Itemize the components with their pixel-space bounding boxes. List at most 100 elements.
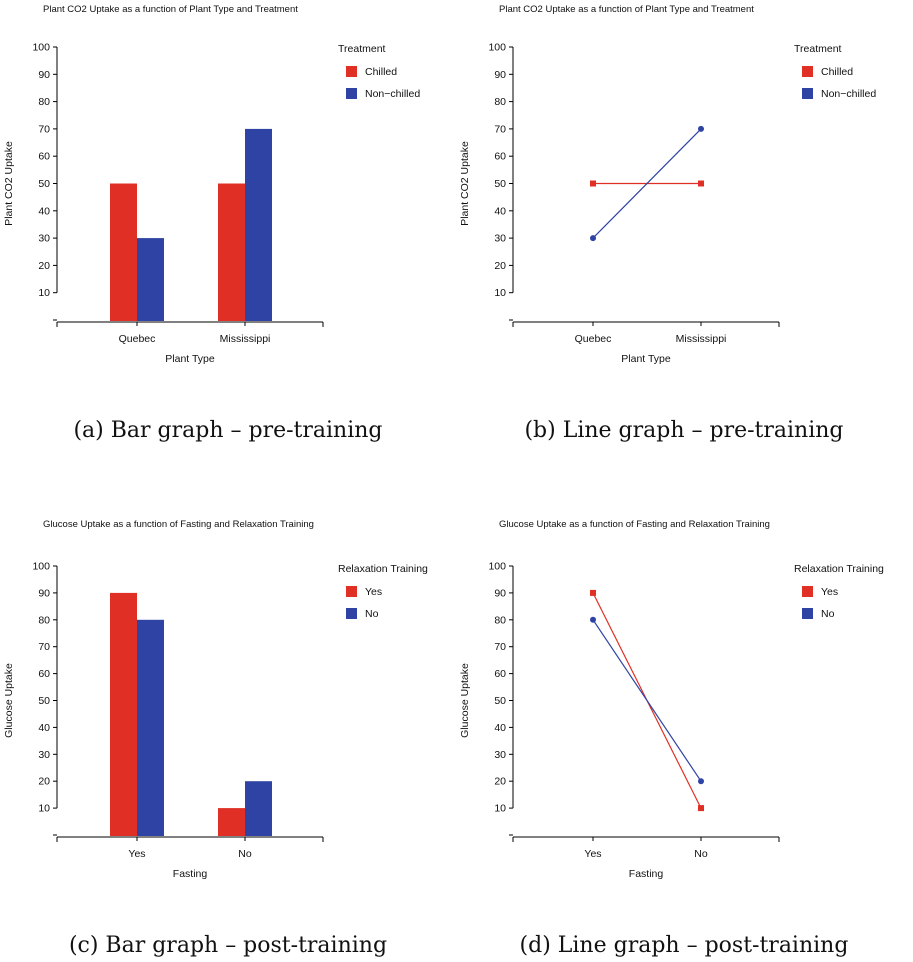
chart-c-y-tick-label: 100 xyxy=(32,561,50,573)
chart-a-svg: Plant CO2 Uptake as a function of Plant … xyxy=(3,4,420,365)
chart-b-point xyxy=(698,125,704,132)
chart-d-x-axis-label: Fasting xyxy=(629,868,664,880)
chart-c-x-tick-label: Yes xyxy=(128,848,145,860)
chart-c-y-tick-label: 50 xyxy=(38,695,50,707)
chart-c-x-tick-label: No xyxy=(238,848,252,860)
chart-c-svg: Glucose Uptake as a function of Fasting … xyxy=(3,519,428,880)
chart-b-y-tick-label: 10 xyxy=(494,287,506,299)
chart-a-x-tick-label: Quebec xyxy=(119,333,156,345)
chart-d-legend-swatch xyxy=(802,608,813,619)
chart-panel-c: Glucose Uptake as a function of Fasting … xyxy=(0,481,456,962)
chart-c-x-axis-label: Fasting xyxy=(173,868,208,880)
chart-d-y-tick-label: 20 xyxy=(494,776,506,788)
chart-b-y-tick-label: 40 xyxy=(494,205,506,217)
chart-a-legend-label: Non−chilled xyxy=(365,88,420,100)
chart-a-y-tick-label: 80 xyxy=(38,96,50,108)
chart-c-legend-swatch xyxy=(346,586,357,597)
chart-a-legend-swatch xyxy=(346,88,357,99)
chart-d-legend-label: No xyxy=(821,608,835,620)
chart-a-y-tick-label: 30 xyxy=(38,233,50,245)
chart-d-y-axis-label: Glucose Uptake xyxy=(459,663,471,738)
chart-b-point xyxy=(590,235,596,242)
chart-panel-a: Plant CO2 Uptake as a function of Plant … xyxy=(0,0,456,481)
chart-c-y-axis-label: Glucose Uptake xyxy=(3,663,15,738)
chart-c-legend-label: No xyxy=(365,608,379,620)
chart-c-y-tick-label: 90 xyxy=(38,587,50,599)
chart-a-y-tick-label: 70 xyxy=(38,123,50,135)
chart-b-x-tick-label: Mississippi xyxy=(676,333,727,345)
chart-d-x-tick-label: No xyxy=(694,848,708,860)
chart-d-y-tick-label: 10 xyxy=(494,803,506,815)
chart-c-y-tick-label: 70 xyxy=(38,641,50,653)
chart-b-y-axis-label: Plant CO2 Uptake xyxy=(459,141,471,226)
chart-d-y-tick-label: 50 xyxy=(494,695,506,707)
chart-d-svg: Glucose Uptake as a function of Fasting … xyxy=(459,519,884,880)
chart-b-legend-swatch xyxy=(802,88,813,99)
chart-d-y-tick-label: 100 xyxy=(488,561,506,573)
chart-a-legend-title: Treatment xyxy=(338,43,386,55)
chart-c-legend-label: Yes xyxy=(365,586,382,598)
chart-a-y-tick-label: 90 xyxy=(38,69,50,81)
caption-b: (b) Line graph – pre-training xyxy=(524,418,844,443)
caption-d: (d) Line graph – post-training xyxy=(519,933,849,958)
chart-a-x-axis-label: Plant Type xyxy=(165,353,215,365)
chart-b-y-tick-label: 80 xyxy=(494,96,506,108)
chart-b-y-tick-label: 70 xyxy=(494,123,506,135)
chart-a-legend-label: Chilled xyxy=(365,66,397,78)
chart-b-title: Plant CO2 Uptake as a function of Plant … xyxy=(499,4,754,15)
chart-c-y-tick-label: 30 xyxy=(38,749,50,761)
chart-a-bar xyxy=(218,183,245,321)
chart-a-bar xyxy=(110,183,137,321)
chart-d-series-line xyxy=(592,619,702,782)
chart-d-point xyxy=(698,778,704,785)
chart-d-y-tick-label: 80 xyxy=(494,614,506,626)
chart-a-y-tick-label: 10 xyxy=(38,287,50,299)
chart-b-y-tick-label: 60 xyxy=(494,151,506,163)
chart-a-x-tick-label: Mississippi xyxy=(220,333,271,345)
chart-a-title: Plant CO2 Uptake as a function of Plant … xyxy=(43,4,298,15)
chart-d-legend-swatch xyxy=(802,586,813,597)
chart-b-y-tick-label: 30 xyxy=(494,233,506,245)
chart-panel-d: Glucose Uptake as a function of Fasting … xyxy=(456,481,912,962)
chart-panel-b: Plant CO2 Uptake as a function of Plant … xyxy=(456,0,912,481)
chart-a-y-tick-label: 60 xyxy=(38,151,50,163)
chart-a-y-tick-label: 50 xyxy=(38,178,50,190)
chart-d-y-tick-label: 40 xyxy=(494,722,506,734)
chart-d-title: Glucose Uptake as a function of Fasting … xyxy=(499,519,770,530)
chart-c-bar xyxy=(110,592,137,836)
chart-b-legend-swatch xyxy=(802,66,813,77)
chart-c-bar xyxy=(137,619,164,836)
chart-b-x-axis-label: Plant Type xyxy=(621,353,671,365)
chart-d-point xyxy=(590,616,596,623)
chart-d-y-tick-label: 60 xyxy=(494,668,506,680)
chart-b-legend-label: Non−chilled xyxy=(821,88,876,100)
caption-c: (c) Bar graph – post-training xyxy=(68,933,388,958)
chart-c-legend-swatch xyxy=(346,608,357,619)
chart-d-x-tick-label: Yes xyxy=(584,848,601,860)
chart-d-legend-label: Yes xyxy=(821,586,838,598)
chart-b-svg: Plant CO2 Uptake as a function of Plant … xyxy=(459,4,876,365)
chart-d-y-tick-label: 90 xyxy=(494,587,506,599)
chart-d-point xyxy=(590,589,596,596)
chart-c-y-tick-label: 10 xyxy=(38,803,50,815)
chart-a-y-tick-label: 40 xyxy=(38,205,50,217)
chart-a-y-tick-label: 20 xyxy=(38,260,50,272)
chart-b-y-tick-label: 100 xyxy=(488,42,506,54)
chart-c-y-tick-label: 40 xyxy=(38,722,50,734)
chart-c-legend-title: Relaxation Training xyxy=(338,563,428,575)
chart-b-legend-label: Chilled xyxy=(821,66,853,78)
chart-d-y-tick-label: 30 xyxy=(494,749,506,761)
chart-a-y-tick-label: 100 xyxy=(32,42,50,54)
chart-b-y-tick-label: 90 xyxy=(494,69,506,81)
chart-c-y-tick-label: 80 xyxy=(38,614,50,626)
chart-a-bar xyxy=(137,238,164,321)
chart-d-legend-title: Relaxation Training xyxy=(794,563,884,575)
chart-b-point xyxy=(590,180,596,187)
chart-c-title: Glucose Uptake as a function of Fasting … xyxy=(43,519,314,530)
chart-d-point xyxy=(698,805,704,812)
chart-b-point xyxy=(698,180,704,187)
chart-c-y-tick-label: 20 xyxy=(38,776,50,788)
chart-b-legend-title: Treatment xyxy=(794,43,842,55)
chart-c-bar xyxy=(245,781,272,836)
chart-d-y-tick-label: 70 xyxy=(494,641,506,653)
